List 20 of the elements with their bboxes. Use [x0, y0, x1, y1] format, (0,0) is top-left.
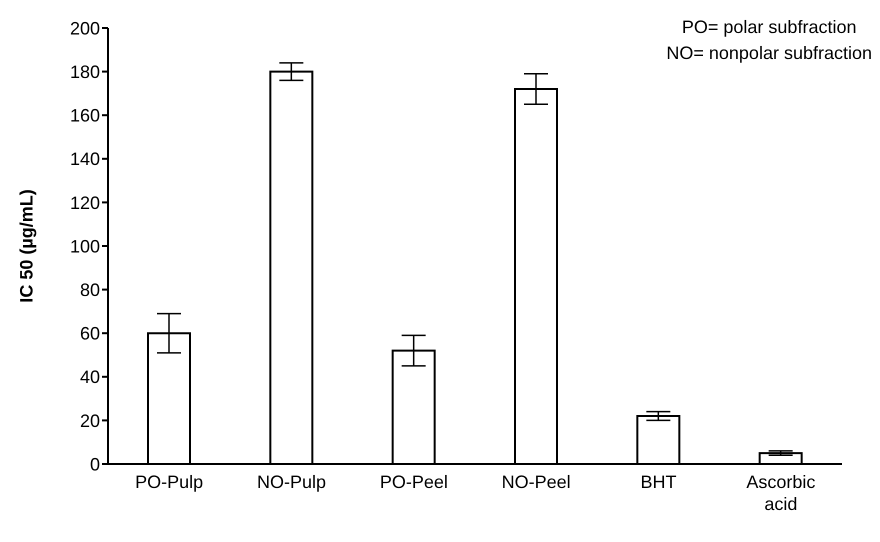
x-tick-label: PO-Peel	[380, 472, 448, 492]
x-tick-label: Ascorbic acid	[746, 472, 816, 514]
y-tick-label: 180	[70, 62, 100, 82]
y-tick-label: 200	[70, 18, 100, 38]
x-tick-label: NO-Peel	[502, 472, 571, 492]
x-tick-label: NO-Pulp	[256, 472, 326, 492]
y-tick-label: 0	[90, 454, 100, 474]
y-axis-title: IC 50 (µg/mL)	[16, 189, 36, 303]
y-tick-label: 140	[70, 149, 100, 170]
y-tick-label: 160	[70, 106, 100, 126]
x-tick-label: PO-Pulp	[135, 472, 204, 492]
annotation: NO= nonpolar subfraction	[666, 42, 872, 65]
annotation: PO= polar subfraction	[680, 16, 858, 39]
x-tick-label: BHT	[640, 472, 677, 492]
y-tick-label: 80	[80, 280, 100, 300]
y-tick-label: 60	[80, 324, 100, 344]
y-tick-label: 40	[80, 367, 100, 388]
y-tick-label: 120	[70, 192, 100, 213]
y-tick-label: 20	[80, 410, 100, 431]
y-tick-label: 100	[70, 236, 100, 256]
